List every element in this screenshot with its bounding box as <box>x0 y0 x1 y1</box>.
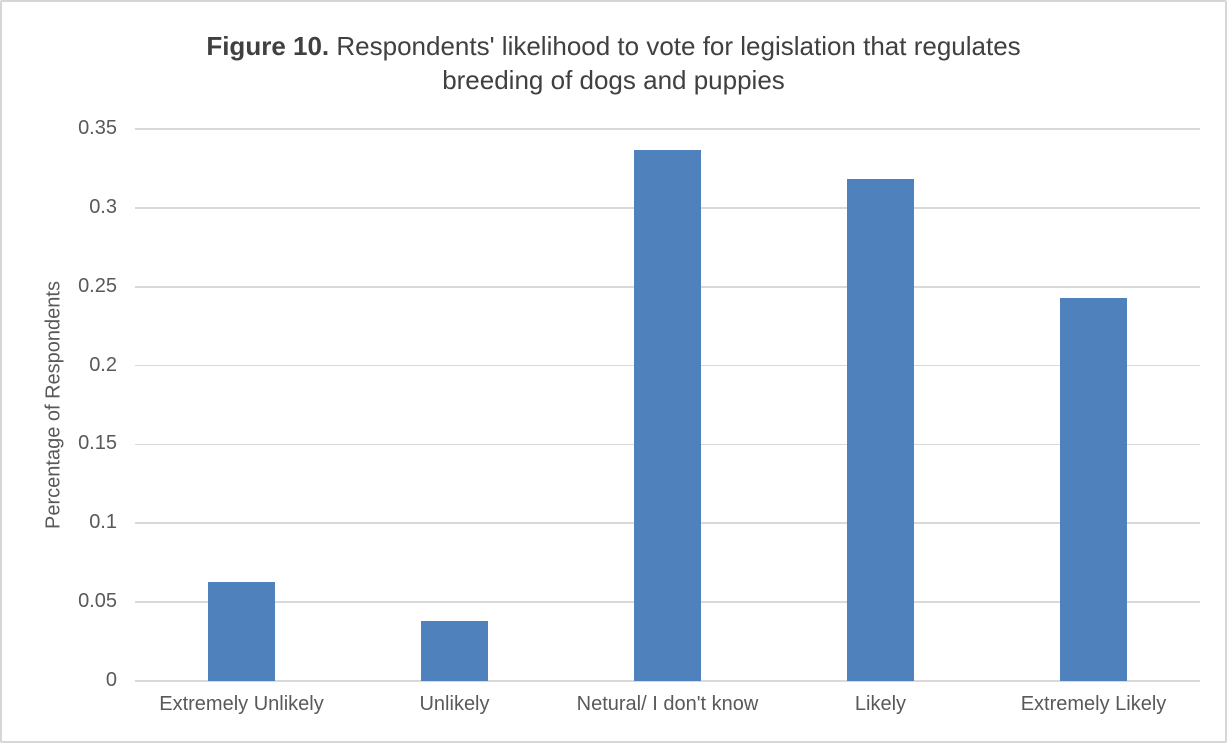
y-axis-title: Percentage of Respondents <box>42 281 65 529</box>
chart-title-figure-number: Figure 10. <box>206 31 330 61</box>
x-category-label: Likely <box>854 693 907 715</box>
bar <box>421 621 488 681</box>
y-tick-label: 0.05 <box>78 590 117 613</box>
y-tick-label: 0.15 <box>78 432 117 455</box>
gridline <box>135 128 1200 130</box>
x-category-label: Extremely Unlikely <box>159 693 324 715</box>
chart-title-line1: Figure 10. Respondents' likelihood to vo… <box>2 29 1225 63</box>
chart-title: Figure 10. Respondents' likelihood to vo… <box>2 29 1225 97</box>
y-tick-label: 0.3 <box>89 195 117 218</box>
gridline <box>135 680 1200 682</box>
bar <box>208 581 275 681</box>
y-tick-label: 0 <box>105 669 117 691</box>
x-category-label: Netural/ I don't know <box>576 693 759 715</box>
x-category-label: Unlikely <box>419 693 490 715</box>
x-category-label: Extremely Likely <box>1020 693 1167 715</box>
y-tick-label: 0.35 <box>78 117 117 139</box>
bar <box>847 179 914 681</box>
chart-title-line2: breeding of dogs and puppies <box>442 65 785 95</box>
y-tick-label: 0.2 <box>89 353 117 376</box>
chart-title-line1-text: Respondents' likelihood to vote for legi… <box>329 31 1021 61</box>
bar <box>634 149 701 681</box>
bar <box>1060 297 1127 681</box>
y-tick-label: 0.25 <box>78 274 117 297</box>
plot-area <box>135 128 1200 682</box>
y-tick-label: 0.1 <box>89 511 117 534</box>
